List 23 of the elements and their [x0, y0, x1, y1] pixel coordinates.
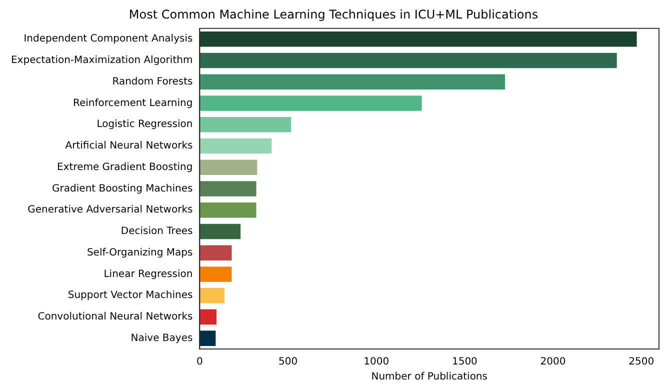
x-axis-title: Number of Publications [371, 372, 488, 383]
y-tick-label: Generative Adversarial Networks [28, 204, 193, 216]
x-tick-label: 1000 [364, 356, 390, 368]
y-tick-label: Logistic Regression [96, 119, 193, 130]
y-tick-label: Decision Trees [120, 226, 193, 238]
y-tick-label: Random Forests [112, 76, 193, 88]
x-tick-label: 0 [196, 356, 203, 368]
y-tick-label: Artificial Neural Networks [65, 140, 193, 152]
y-tick-label: Naive Bayes [130, 332, 193, 344]
y-tick-label: Support Vector Machines [68, 290, 193, 302]
x-tick-label: 1500 [452, 356, 478, 368]
y-tick-label: Linear Regression [104, 268, 193, 280]
chart-title: Most Common Machine Learning Techniques in ICU+ML Publications [128, 7, 538, 22]
y-tick-label: Independent Component Analysis [24, 34, 193, 45]
y-tick-label: Reinforcement Learning [73, 98, 193, 109]
y-tick-label: Extreme Gradient Boosting [57, 162, 193, 173]
y-tick-label: Gradient Boosting Machines [52, 183, 193, 194]
x-tick-label: 2500 [628, 356, 654, 368]
y-tick-label: Expectation-Maximization Algorithm [10, 55, 193, 66]
y-tick-label: Self-Organizing Maps [86, 247, 193, 258]
x-tick-label: 500 [278, 356, 298, 368]
y-tick-label: Convolutional Neural Networks [38, 312, 193, 323]
x-tick-label: 2000 [540, 356, 566, 368]
